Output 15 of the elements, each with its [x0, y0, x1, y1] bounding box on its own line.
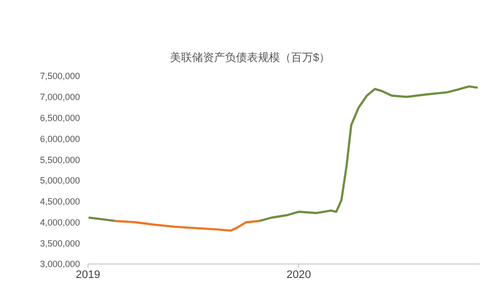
y-tick-label: 6,500,000	[40, 112, 80, 123]
y-tick-label: 4,000,000	[40, 217, 80, 228]
x-tick-label: 2020	[286, 268, 311, 281]
x-tick-label: 2019	[76, 268, 100, 281]
y-tick-label: 3,500,000	[40, 238, 80, 248]
y-tick-label: 7,000,000	[40, 92, 80, 102]
y-tick-label: 3,000,000	[40, 259, 80, 270]
y-tick-label: 7,500,000	[40, 71, 80, 82]
y-tick-label: 4,500,000	[40, 196, 80, 207]
line-series	[258, 85, 479, 222]
line-series	[114, 220, 261, 232]
y-tick-label: 5,000,000	[40, 176, 80, 186]
y-tick-label: 6,000,000	[40, 134, 80, 144]
y-tick-label: 5,500,000	[40, 154, 80, 165]
chart-title: 美联储资产负债表规模（百万$）	[168, 50, 332, 64]
